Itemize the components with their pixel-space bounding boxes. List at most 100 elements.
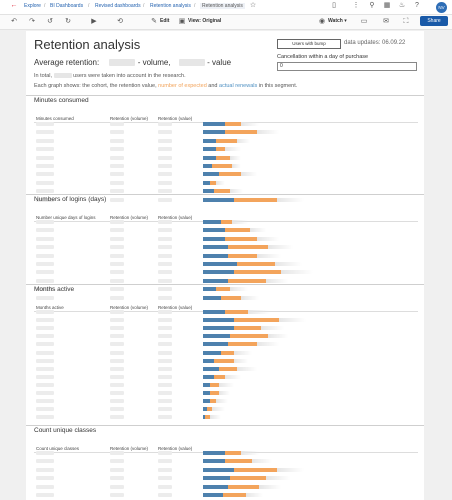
redacted-cell	[158, 228, 172, 233]
breadcrumb-separator: /	[88, 3, 90, 9]
breadcrumb-retention-analysis[interactable]: Retention analysis	[150, 3, 191, 9]
watch-button[interactable]: Watch ▾	[328, 18, 347, 24]
device-preview-icon[interactable]: ▯	[332, 2, 336, 9]
section-divider	[26, 425, 424, 426]
bar-redacted-label	[225, 147, 242, 152]
bar-redacted-label	[218, 382, 235, 387]
breadcrumb-revised-dashboards[interactable]: Revised dashboards	[95, 3, 141, 9]
redacted-value	[109, 59, 136, 67]
table-row	[26, 318, 424, 323]
table-row	[26, 236, 424, 242]
table-row	[26, 350, 424, 356]
redacted-value	[53, 73, 72, 79]
redacted-cell	[158, 220, 172, 224]
redacted-cell	[36, 245, 54, 250]
star-icon[interactable]: ☆	[249, 2, 257, 9]
refresh-icon[interactable]: ↻	[65, 18, 71, 25]
redacted-cell	[36, 236, 54, 241]
redacted-cell	[36, 382, 54, 387]
bar-expected	[214, 374, 226, 379]
redacted-cell	[158, 147, 172, 152]
redacted-cell	[110, 459, 124, 464]
section-divider	[26, 284, 424, 285]
breadcrumb-explore[interactable]: Explore	[24, 3, 41, 9]
pause-updates-icon[interactable]: ▶	[91, 18, 97, 25]
redacted-cell	[158, 287, 172, 292]
redacted-cell	[158, 155, 172, 160]
share-label: Share	[427, 18, 441, 24]
average-retention: Average retention: - volume, - value	[34, 58, 231, 67]
redacted-cell	[36, 374, 54, 379]
bar-redacted-label	[256, 236, 280, 241]
users-with-bump-button[interactable]: Users with bump	[277, 39, 341, 49]
redacted-cell	[158, 382, 172, 387]
bar-redacted-label	[241, 122, 259, 126]
redacted-cell	[158, 310, 172, 314]
bar-expected	[236, 262, 275, 266]
redacted-cell	[110, 318, 124, 323]
bar-expected	[234, 467, 277, 472]
bar-actual-renewals	[203, 270, 235, 275]
redacted-cell	[158, 374, 172, 379]
section-title: Minutes consumed	[34, 97, 89, 104]
bar-redacted-label	[209, 415, 221, 420]
fullscreen-icon[interactable]: ⛶	[403, 18, 409, 25]
redacted-cell	[110, 334, 124, 339]
redacted-cell	[110, 172, 124, 177]
bar-expected	[227, 245, 268, 250]
redacted-cell	[36, 391, 54, 395]
bar-expected	[216, 147, 226, 152]
table-row	[26, 310, 424, 315]
bar-expected	[234, 326, 262, 331]
breadcrumb-separator: /	[194, 3, 196, 9]
bar-redacted-label	[229, 287, 248, 292]
bar-redacted-label	[259, 484, 282, 489]
bell-icon[interactable]: ♨	[398, 2, 406, 9]
bar-actual-renewals	[203, 484, 228, 489]
help-icon[interactable]: ?	[415, 2, 419, 9]
redacted-cell	[110, 358, 124, 363]
redacted-cell	[110, 262, 124, 266]
redacted-cell	[110, 366, 124, 371]
bar-expected	[223, 493, 246, 497]
replay-icon[interactable]: ⟲	[117, 18, 123, 25]
redacted-cell	[36, 318, 54, 323]
share-button[interactable]: Share	[420, 16, 448, 26]
table-row	[26, 399, 424, 404]
menu-icon[interactable]: ⋮	[352, 2, 360, 9]
breadcrumb-bi-dashboards[interactable]: BI Dashboards	[50, 3, 84, 9]
average-value-label: - value	[207, 58, 232, 67]
bar-actual-renewals	[203, 366, 219, 371]
bar-expected	[220, 220, 233, 224]
avatar[interactable]: NV	[436, 2, 447, 13]
redacted-cell	[158, 262, 172, 266]
table-row	[26, 130, 424, 135]
view-original-button[interactable]: View: Original	[188, 18, 221, 24]
back-arrow-icon[interactable]: ←	[10, 2, 18, 9]
comment-icon[interactable]: ✉	[383, 18, 389, 25]
bar-expected	[214, 189, 230, 194]
watch-icon: ◉	[318, 18, 326, 25]
search-icon[interactable]: ⚲	[369, 2, 375, 9]
undo-icon[interactable]: ↶	[11, 18, 17, 25]
bar-expected	[234, 318, 280, 323]
redacted-cell	[36, 262, 54, 266]
redacted-cell	[158, 164, 172, 168]
column-header: Retention (volume)	[110, 305, 149, 310]
revert-icon[interactable]: ↺	[47, 18, 53, 25]
grid-icon[interactable]: ▦	[383, 2, 391, 9]
bar-redacted-label	[245, 493, 264, 497]
table-row	[26, 366, 424, 372]
cancellation-label: Cancellation within a day of purchase	[277, 54, 369, 60]
bar-actual-renewals	[203, 295, 221, 300]
edit-button[interactable]: Edit	[160, 18, 169, 24]
bar-actual-renewals	[203, 374, 215, 379]
redacted-cell	[110, 382, 124, 387]
share-screen-icon[interactable]: ▭	[360, 18, 368, 25]
bar-actual-renewals	[203, 172, 219, 177]
bar-actual-renewals	[203, 287, 217, 292]
bar-actual-renewals	[203, 334, 230, 339]
cancellation-input[interactable]: 0	[277, 62, 417, 71]
redo-icon[interactable]: ↷	[29, 18, 35, 25]
table-row	[26, 493, 424, 498]
